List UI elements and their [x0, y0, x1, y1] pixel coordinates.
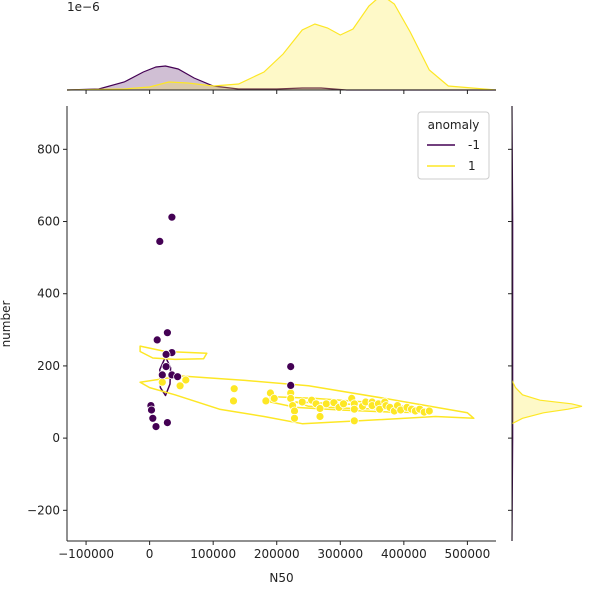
normal-point: [157, 377, 167, 387]
normal-point: [349, 404, 359, 414]
normal-point: [321, 399, 331, 409]
legend-title: anomaly: [428, 118, 480, 132]
y-tick-label: 400: [37, 287, 60, 301]
normal-point: [269, 393, 279, 403]
x-tick-label: 500000: [444, 547, 490, 561]
x-tick-label: 100000: [190, 547, 236, 561]
right-marginal-y-ticks: [508, 148, 512, 511]
anomaly-point: [151, 422, 161, 432]
main-plot: −100000 0 100000 200000 300000 400000 500000 −…: [0, 106, 496, 585]
anomaly-point: [157, 370, 167, 380]
y-tick-label: 0: [52, 431, 60, 445]
legend: anomaly -1 1: [417, 111, 490, 180]
kde-contour-normal: [139, 375, 475, 425]
top-density-curves: [66, 0, 497, 91]
anomaly-point: [148, 413, 158, 423]
anomaly-point: [286, 380, 296, 390]
normal-point: [297, 397, 307, 407]
top-density-line-normal: [66, 0, 497, 91]
normal-point: [286, 393, 296, 403]
anomaly-point: [161, 362, 171, 372]
normal-point: [339, 399, 348, 409]
normal-point: [175, 381, 185, 391]
normal-point: [290, 413, 299, 423]
top-marginal: 1e−6: [66, 0, 497, 94]
right-density-line-normal: [511, 380, 583, 425]
normal-point: [181, 375, 191, 385]
scatter-points: [146, 212, 434, 432]
normal-point: [229, 384, 239, 394]
normal-point: [261, 396, 271, 406]
anomaly-point: [173, 372, 183, 382]
top-marginal-x-ticks: [85, 90, 468, 94]
y-tick-label: 800: [37, 142, 60, 156]
y-tick-label: −200: [27, 503, 60, 517]
normal-point: [315, 412, 325, 421]
anomaly-point: [152, 335, 162, 345]
right-density-line-anomaly: [511, 105, 514, 542]
anomaly-point: [147, 405, 156, 415]
anomaly-point: [162, 418, 172, 428]
y-tick-label: 200: [37, 359, 60, 373]
y-tick-label: 600: [37, 215, 60, 229]
legend-label-neg: -1: [468, 138, 480, 152]
x-tick-label: 300000: [317, 547, 363, 561]
anomaly-point: [161, 349, 171, 359]
x-axis-ticks: −100000 0 100000 200000 300000 400000 500000: [58, 541, 490, 561]
top-density-fill-normal: [67, 0, 496, 90]
top-density-line-anomaly: [66, 65, 496, 91]
normal-point: [229, 396, 238, 406]
right-density-curves: [511, 105, 583, 542]
x-tick-label: 0: [146, 547, 154, 561]
anomaly-point: [286, 362, 296, 372]
top-density-fill-anomaly: [67, 66, 496, 90]
x-tick-label: −100000: [58, 547, 114, 561]
normal-point: [349, 416, 359, 426]
y-axis-ticks: −200 0 200 400 600 800: [27, 142, 67, 517]
x-tick-label: 400000: [381, 547, 427, 561]
x-axis-title: N50: [269, 571, 293, 585]
y-axis-title: number: [0, 301, 13, 348]
top-marginal-multiplier: 1e−6: [67, 0, 100, 14]
normal-point: [290, 406, 299, 416]
legend-label-pos: 1: [468, 159, 476, 173]
right-density-fill-normal: [512, 380, 582, 424]
anomaly-point: [162, 328, 172, 338]
anomaly-point: [155, 236, 165, 246]
anomaly-point: [167, 212, 177, 222]
right-marginal: [508, 105, 583, 542]
x-tick-label: 200000: [254, 547, 300, 561]
kde-contour-anomaly: [159, 356, 172, 397]
normal-point: [424, 406, 434, 416]
